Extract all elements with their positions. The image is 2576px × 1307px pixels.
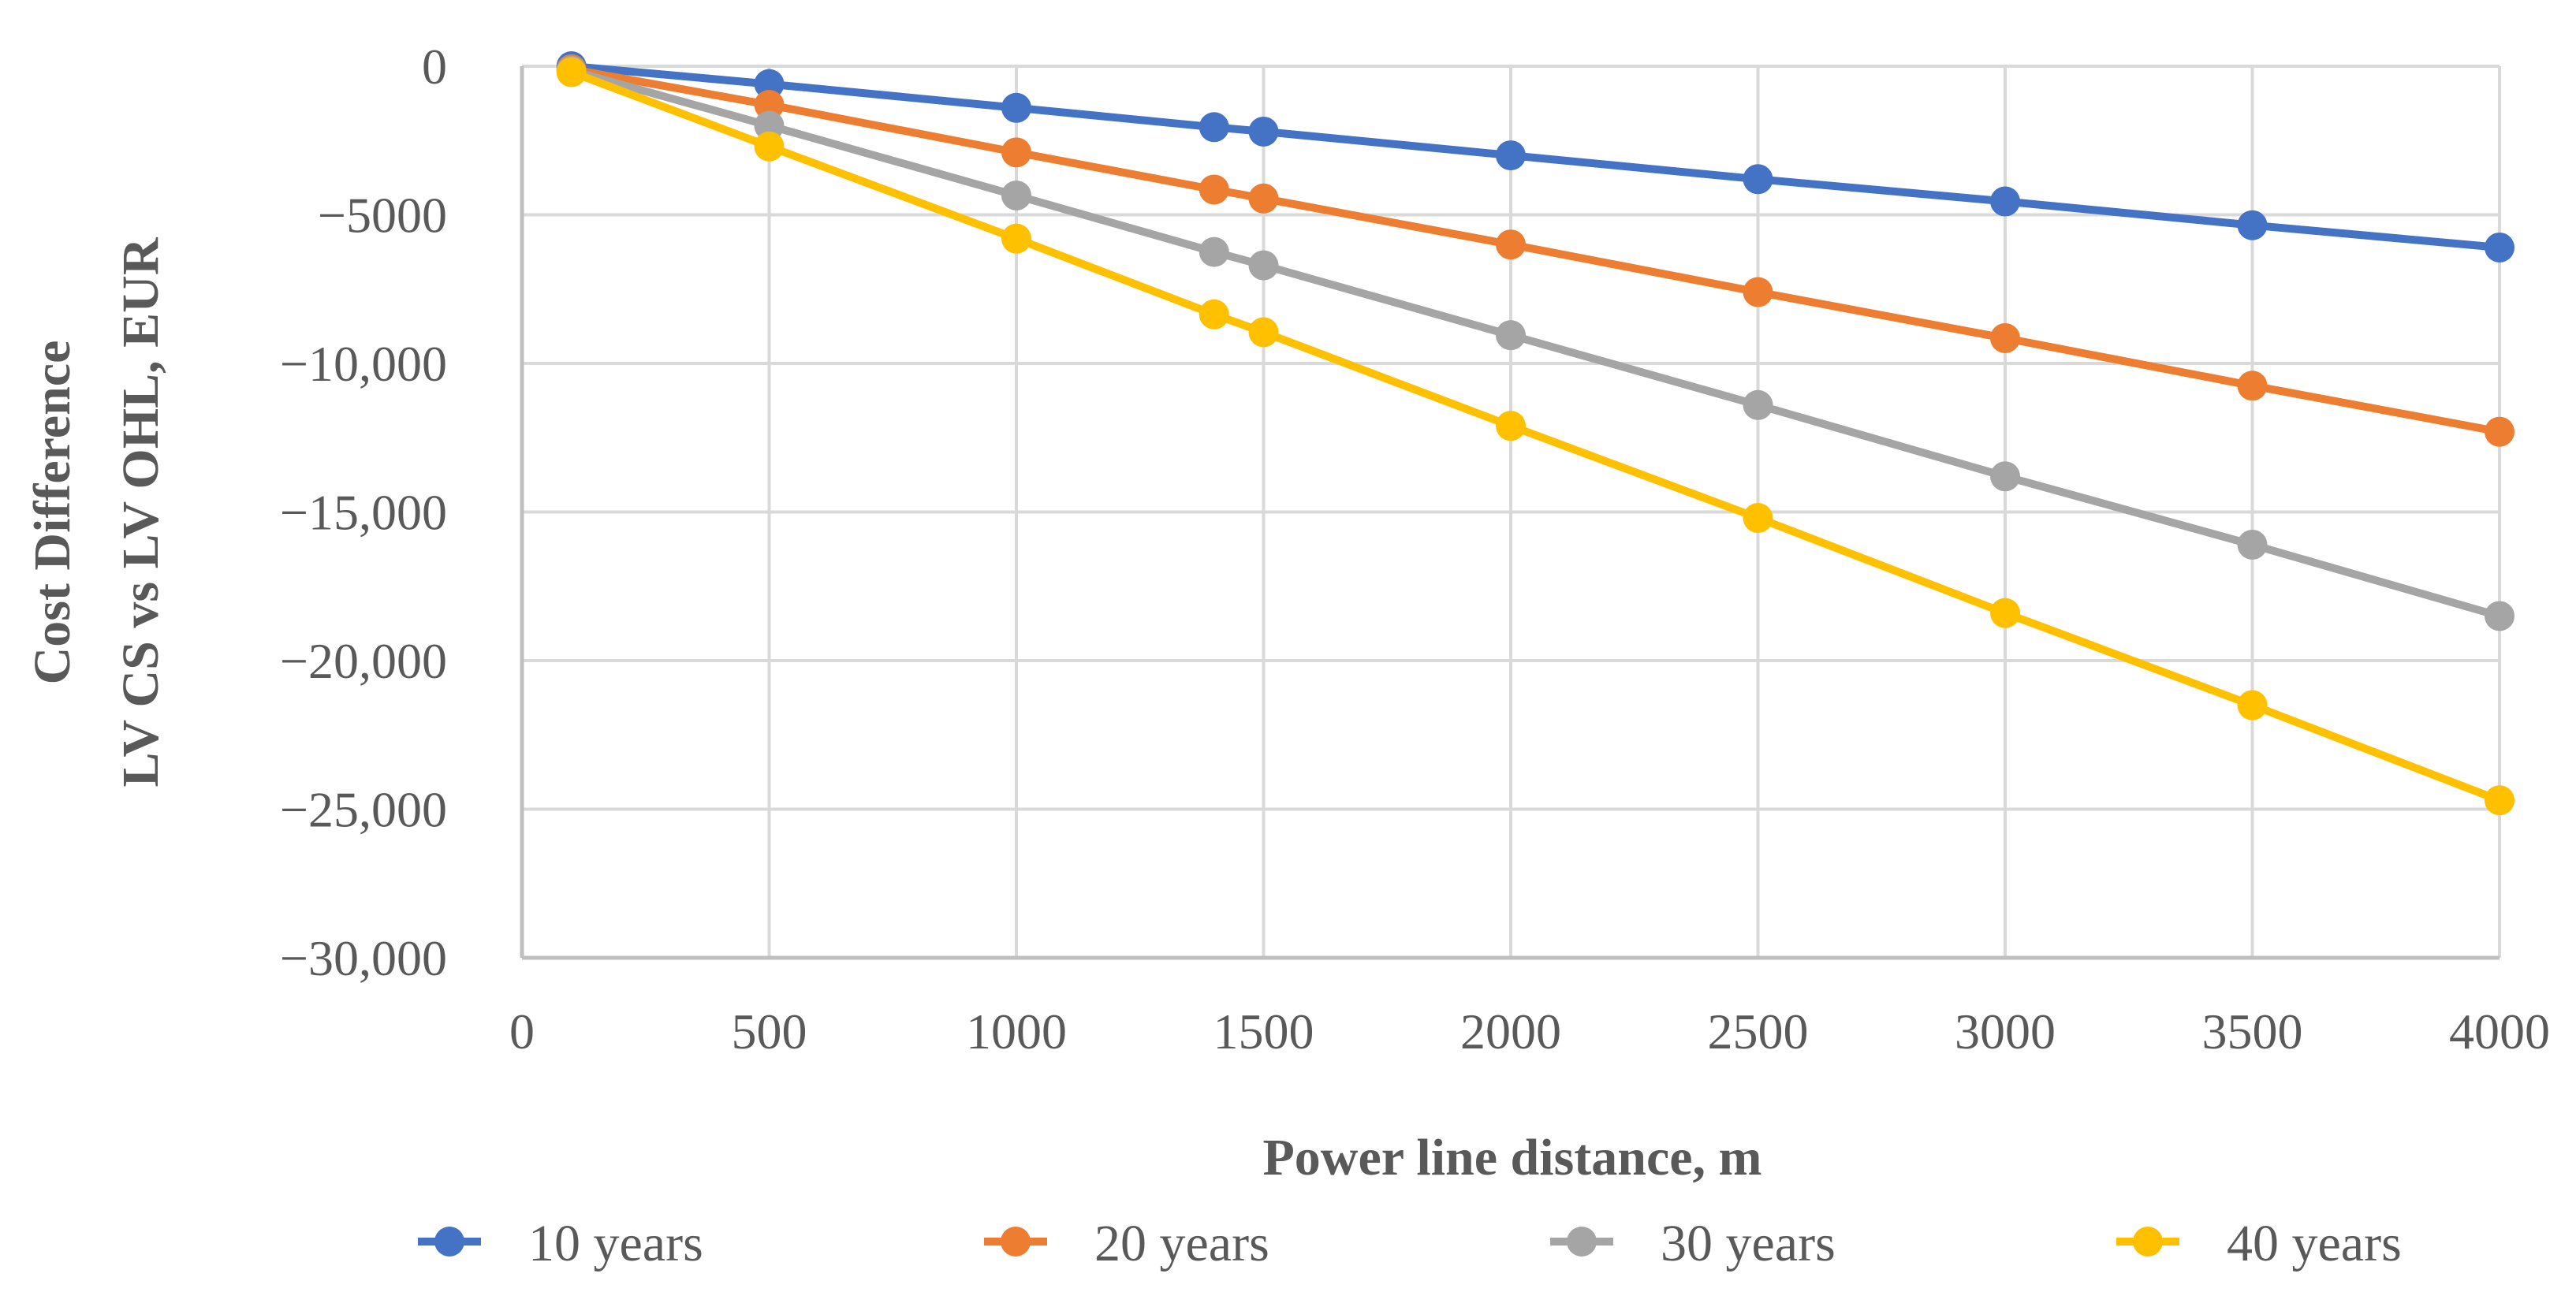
data-point: [754, 90, 785, 121]
data-point: [2237, 371, 2268, 401]
legend-item: 10 years: [418, 1215, 703, 1272]
x-tick-label: 2000: [1460, 1004, 1561, 1059]
legend-item: 30 years: [1550, 1215, 1836, 1272]
x-tick-label: 3500: [2202, 1004, 2303, 1059]
data-point: [1001, 223, 1031, 254]
legend-label: 10 years: [528, 1215, 703, 1272]
legend-item: 20 years: [984, 1215, 1269, 1272]
series-30-years: [556, 55, 2514, 631]
data-point: [1199, 236, 1229, 267]
legend-item: 40 years: [2116, 1215, 2402, 1272]
y-tick-label: 0: [422, 39, 447, 95]
data-point: [1990, 461, 2020, 492]
data-point: [556, 57, 587, 88]
y-tick-label: −30,000: [280, 930, 447, 986]
x-tick-label: 3000: [1955, 1004, 2056, 1059]
x-tick-label: 500: [732, 1004, 807, 1059]
data-point: [1248, 317, 1279, 348]
x-tick-label: 0: [509, 1004, 535, 1059]
legend-label: 40 years: [2227, 1215, 2402, 1272]
data-point: [1496, 411, 1526, 441]
series: [556, 51, 2514, 816]
data-point: [1001, 137, 1031, 168]
axes: [520, 66, 2500, 960]
data-point: [1248, 183, 1279, 214]
data-point: [1743, 164, 1773, 195]
legend: 10 years 20 years 30 years 40 years: [418, 1215, 2402, 1272]
legend-label: 30 years: [1661, 1215, 1836, 1272]
data-point: [754, 69, 785, 99]
data-point: [1496, 320, 1526, 351]
y-tick-label: −25,000: [280, 782, 447, 838]
legend-marker: [434, 1227, 464, 1257]
data-point: [1199, 299, 1229, 330]
data-point: [1990, 322, 2020, 353]
data-point: [1743, 277, 1773, 307]
data-point: [1743, 503, 1773, 534]
legend-marker: [1567, 1227, 1597, 1257]
y-axis-title-line-2: LV CS vs LV OHL, EUR: [112, 236, 170, 787]
data-point: [2485, 232, 2514, 263]
gridlines: [522, 65, 2501, 958]
data-point: [1990, 598, 2020, 628]
series-line: [567, 62, 2503, 251]
series-line: [567, 65, 2503, 436]
y-tick-label: −20,000: [280, 633, 447, 689]
data-point: [1001, 180, 1031, 210]
x-tick-label: 4000: [2449, 1004, 2550, 1059]
data-point: [2485, 416, 2514, 447]
data-point: [754, 131, 785, 162]
y-tick-label: −15,000: [280, 485, 447, 541]
data-point: [1199, 174, 1229, 205]
data-point: [1248, 250, 1279, 281]
data-point: [754, 110, 785, 141]
series-line: [567, 68, 2503, 805]
data-point: [2237, 529, 2268, 560]
x-tick-label: 1000: [966, 1004, 1067, 1059]
y-tick-label: −5000: [318, 188, 447, 244]
tick-labels: 0 −5000 −10,000 −15,000 −20,000 −25,000 −30,00…: [280, 39, 2550, 1059]
data-point: [1496, 140, 1526, 171]
axis-titles: Power line distance, m Cost Difference L…: [24, 236, 1762, 1186]
data-point: [1743, 389, 1773, 420]
data-point: [1496, 229, 1526, 260]
data-point: [2485, 601, 2514, 631]
data-point: [1001, 92, 1031, 123]
data-point: [2237, 210, 2268, 240]
series-10-years: [556, 51, 2514, 263]
x-tick-label: 2500: [1708, 1004, 1809, 1059]
y-tick-label: −10,000: [280, 336, 447, 392]
legend-label: 20 years: [1094, 1215, 1269, 1272]
series-40-years: [556, 57, 2514, 816]
legend-marker: [2133, 1227, 2163, 1257]
x-axis-title: Power line distance, m: [1262, 1129, 1761, 1186]
data-point: [1199, 112, 1229, 143]
series-line: [567, 66, 2503, 620]
data-point: [2485, 785, 2514, 816]
legend-marker: [1001, 1227, 1031, 1257]
y-axis-title-line-1: Cost Difference: [24, 341, 81, 685]
data-point: [1990, 186, 2020, 217]
x-tick-label: 1500: [1213, 1004, 1314, 1059]
data-point: [1248, 116, 1279, 147]
data-point: [2237, 690, 2268, 721]
series-20-years: [556, 54, 2514, 447]
